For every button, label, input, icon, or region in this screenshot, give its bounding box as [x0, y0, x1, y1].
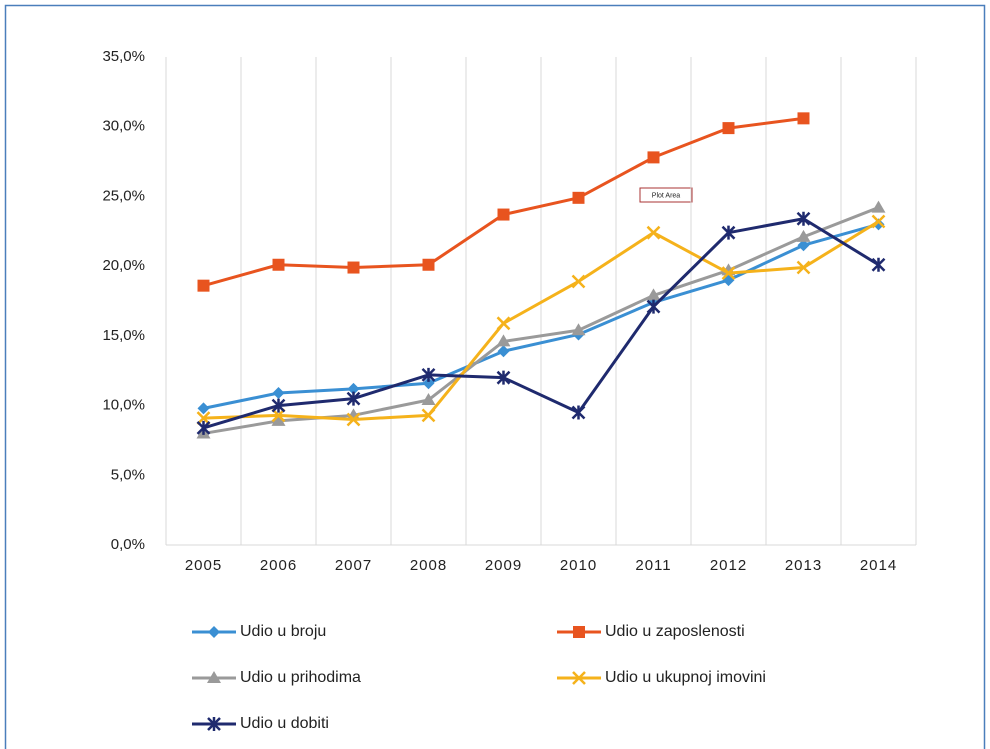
- y-tick-label: 15,0%: [102, 327, 145, 344]
- marker: [871, 200, 886, 213]
- marker: [347, 261, 360, 274]
- y-tick-label: 25,0%: [102, 187, 145, 204]
- marker: [421, 367, 436, 382]
- marker: [646, 225, 661, 240]
- frame: [4, 4, 986, 749]
- series: [196, 214, 886, 427]
- marker: [571, 405, 586, 420]
- marker: [571, 274, 586, 289]
- marker: [346, 391, 361, 406]
- tooltip: Plot Area: [639, 187, 693, 203]
- marker: [796, 211, 811, 226]
- marker: [871, 257, 886, 272]
- marker: [272, 387, 285, 400]
- marker: [496, 334, 511, 347]
- line: [203, 116, 804, 288]
- marker: [421, 408, 436, 423]
- x-tick-label: 2007: [335, 557, 372, 574]
- y-tick-label: 30,0%: [102, 118, 145, 135]
- marker: [422, 377, 435, 390]
- marker: [572, 191, 585, 204]
- series: [196, 211, 886, 435]
- marker: [796, 260, 811, 275]
- legend-marker: [207, 671, 221, 683]
- legend-label: Udio u dobiti: [240, 715, 329, 732]
- marker: [571, 323, 586, 336]
- line: [203, 222, 879, 410]
- marker: [497, 208, 510, 221]
- x-tick-label: 2010: [560, 557, 597, 574]
- x-tick-label: 2011: [635, 557, 671, 574]
- marker: [196, 420, 211, 435]
- legend-marker: [573, 626, 585, 638]
- x-tick-label: 2005: [185, 557, 222, 574]
- legend-item: Udio u broju: [192, 623, 326, 640]
- legend-marker: [207, 717, 221, 731]
- series: [197, 218, 885, 415]
- marker: [271, 413, 286, 426]
- y-tick-label: 20,0%: [102, 257, 145, 274]
- marker: [722, 122, 735, 135]
- y-tick-label: 0,0%: [111, 536, 145, 553]
- x-tick-label: 2013: [785, 557, 822, 574]
- marker: [797, 112, 810, 125]
- marker: [872, 218, 885, 231]
- x-tick-label: 2014: [860, 557, 897, 574]
- marker: [646, 299, 661, 314]
- legend-marker: [572, 671, 586, 685]
- tooltip-box: [639, 187, 693, 203]
- legend-label: Udio u zaposlenosti: [605, 623, 745, 640]
- marker: [496, 370, 511, 385]
- marker: [721, 225, 736, 240]
- x-tick-label: 2009: [485, 557, 522, 574]
- marker: [721, 266, 736, 280]
- marker: [646, 288, 661, 301]
- legend-item: Udio u dobiti: [192, 715, 329, 732]
- marker: [197, 279, 210, 292]
- marker: [647, 151, 660, 164]
- line: [203, 220, 880, 422]
- x-tick-label: 2008: [410, 557, 447, 574]
- marker: [797, 239, 810, 252]
- marker: [421, 392, 436, 405]
- y-tick-label: 35,0%: [102, 48, 145, 65]
- legend-item: Udio u zaposlenosti: [557, 623, 745, 640]
- legend-label: Udio u broju: [240, 623, 326, 640]
- x-tick-label: 2012: [710, 557, 747, 574]
- marker: [346, 412, 361, 427]
- marker: [197, 402, 210, 415]
- legend-marker: [208, 626, 220, 638]
- series: [197, 112, 810, 292]
- x-tick-label: 2006: [260, 557, 297, 574]
- marker: [347, 382, 360, 395]
- marker: [271, 398, 286, 413]
- tooltip-text: Plot Area: [652, 192, 681, 199]
- legend-item: Udio u ukupnoj imovini: [557, 669, 766, 686]
- legend-label: Udio u ukupnoj imovini: [605, 669, 766, 686]
- marker: [871, 214, 886, 229]
- legend-label: Udio u prihodima: [240, 669, 361, 686]
- marker: [422, 258, 435, 271]
- line: [203, 217, 880, 430]
- y-tick-label: 5,0%: [111, 466, 145, 483]
- y-tick-label: 10,0%: [102, 397, 145, 414]
- marker: [272, 258, 285, 271]
- legend-item: Udio u prihodima: [192, 669, 361, 686]
- marker: [496, 316, 511, 331]
- marker: [796, 229, 811, 242]
- marker: [497, 345, 510, 358]
